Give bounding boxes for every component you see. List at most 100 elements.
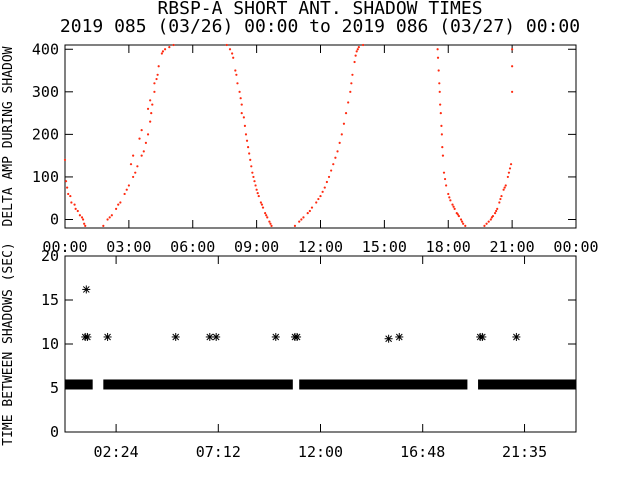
asterisk-marker	[212, 332, 221, 341]
top-panel: 0 100 200 300 400 00:00 03:00 06:00 09:00 12:00 15…	[1, 40, 599, 256]
data-point	[157, 65, 160, 68]
data-point	[357, 46, 360, 49]
data-point	[129, 163, 133, 166]
data-point	[506, 175, 509, 179]
data-point	[354, 54, 357, 57]
data-point	[442, 171, 446, 174]
data-point	[440, 124, 443, 127]
data-point	[119, 201, 122, 204]
data-point	[66, 186, 69, 189]
data-point	[239, 97, 242, 100]
data-point	[503, 186, 506, 189]
data-point	[334, 156, 337, 159]
data-point	[436, 48, 439, 51]
data-point	[325, 180, 328, 184]
data-point	[306, 212, 309, 215]
x-tick-label: 07:12	[196, 443, 241, 461]
x-tick-label: 12:00	[298, 443, 343, 461]
chart-title: RBSP-A SHORT ANT. SHADOW TIMES	[157, 0, 482, 19]
data-point	[132, 175, 135, 179]
data-point	[264, 212, 267, 215]
data-point	[73, 203, 76, 206]
data-point	[439, 111, 442, 115]
data-point	[342, 122, 346, 125]
data-point	[319, 194, 322, 198]
data-point	[511, 48, 514, 51]
data-point	[138, 137, 141, 140]
data-point	[498, 201, 501, 204]
data-point	[449, 199, 452, 202]
data-point	[441, 146, 444, 149]
data-point	[507, 171, 511, 174]
data-point	[438, 90, 441, 93]
data-point	[269, 222, 272, 225]
data-point	[490, 216, 493, 219]
data-point	[160, 52, 163, 55]
data-point	[168, 46, 171, 49]
data-point	[232, 56, 235, 59]
data-point	[438, 82, 441, 85]
data-point	[500, 194, 503, 198]
x-tick-label: 03:00	[106, 238, 151, 256]
data-point	[146, 133, 150, 136]
data-point	[261, 206, 265, 209]
data-point	[251, 171, 254, 174]
data-point	[361, 43, 365, 47]
asterisk-marker	[271, 332, 280, 341]
x-tick-label: 06:00	[170, 238, 215, 256]
data-point	[453, 207, 456, 210]
data-point	[149, 120, 152, 123]
data-point	[155, 77, 158, 81]
data-point	[340, 133, 343, 136]
x-tick-label: 02:24	[94, 443, 139, 461]
data-point	[110, 214, 113, 217]
data-point	[338, 141, 341, 144]
data-point	[347, 101, 350, 104]
y-tick-label: 400	[32, 40, 59, 58]
data-point	[235, 73, 238, 76]
data-point	[146, 107, 150, 110]
data-point	[499, 197, 502, 201]
y-tick-label: 20	[41, 247, 59, 265]
x-tick-label: 00:00	[553, 238, 598, 256]
data-point	[231, 52, 234, 55]
data-point	[125, 188, 128, 191]
x-tick-label: 16:48	[400, 443, 445, 461]
data-point	[240, 103, 243, 106]
data-point	[265, 214, 268, 217]
data-point	[257, 194, 260, 198]
data-point	[511, 65, 514, 68]
data-point	[460, 220, 464, 223]
y-tick-label: 15	[41, 291, 59, 309]
data-point	[84, 224, 87, 227]
data-point	[268, 220, 271, 223]
data-point	[266, 216, 269, 219]
data-point	[69, 194, 72, 198]
y-tick-label: 10	[41, 335, 59, 353]
y-axis-label: DELTA AMP DURING SHADOW	[1, 46, 16, 226]
data-point	[298, 220, 301, 223]
data-point	[108, 216, 111, 219]
data-point	[70, 201, 73, 204]
data-point	[81, 218, 85, 221]
data-point	[351, 73, 354, 76]
data-point	[163, 48, 167, 51]
asterisk-marker	[293, 332, 302, 341]
data-point	[323, 186, 326, 189]
data-point	[240, 111, 243, 115]
x-tick-label: 18:00	[426, 238, 471, 256]
data-point	[483, 224, 486, 227]
y-tick-label: 0	[50, 210, 59, 228]
bottom-panel: 0 5 10 15 20 02:24 07:12 12:00 16:48 21:35 TIME BE…	[1, 242, 577, 461]
plot-frame	[64, 44, 577, 229]
data-point	[300, 218, 303, 221]
plot-frame	[64, 255, 577, 433]
data-point	[448, 196, 451, 199]
data-point	[153, 82, 156, 85]
data-point	[440, 133, 443, 136]
x-tick-label: 12:00	[298, 238, 343, 256]
data-point	[452, 205, 455, 208]
asterisk-marker	[171, 332, 180, 341]
data-point	[464, 224, 467, 227]
y-axis-label: TIME BETWEEN SHADOWS (SEC)	[1, 242, 16, 446]
